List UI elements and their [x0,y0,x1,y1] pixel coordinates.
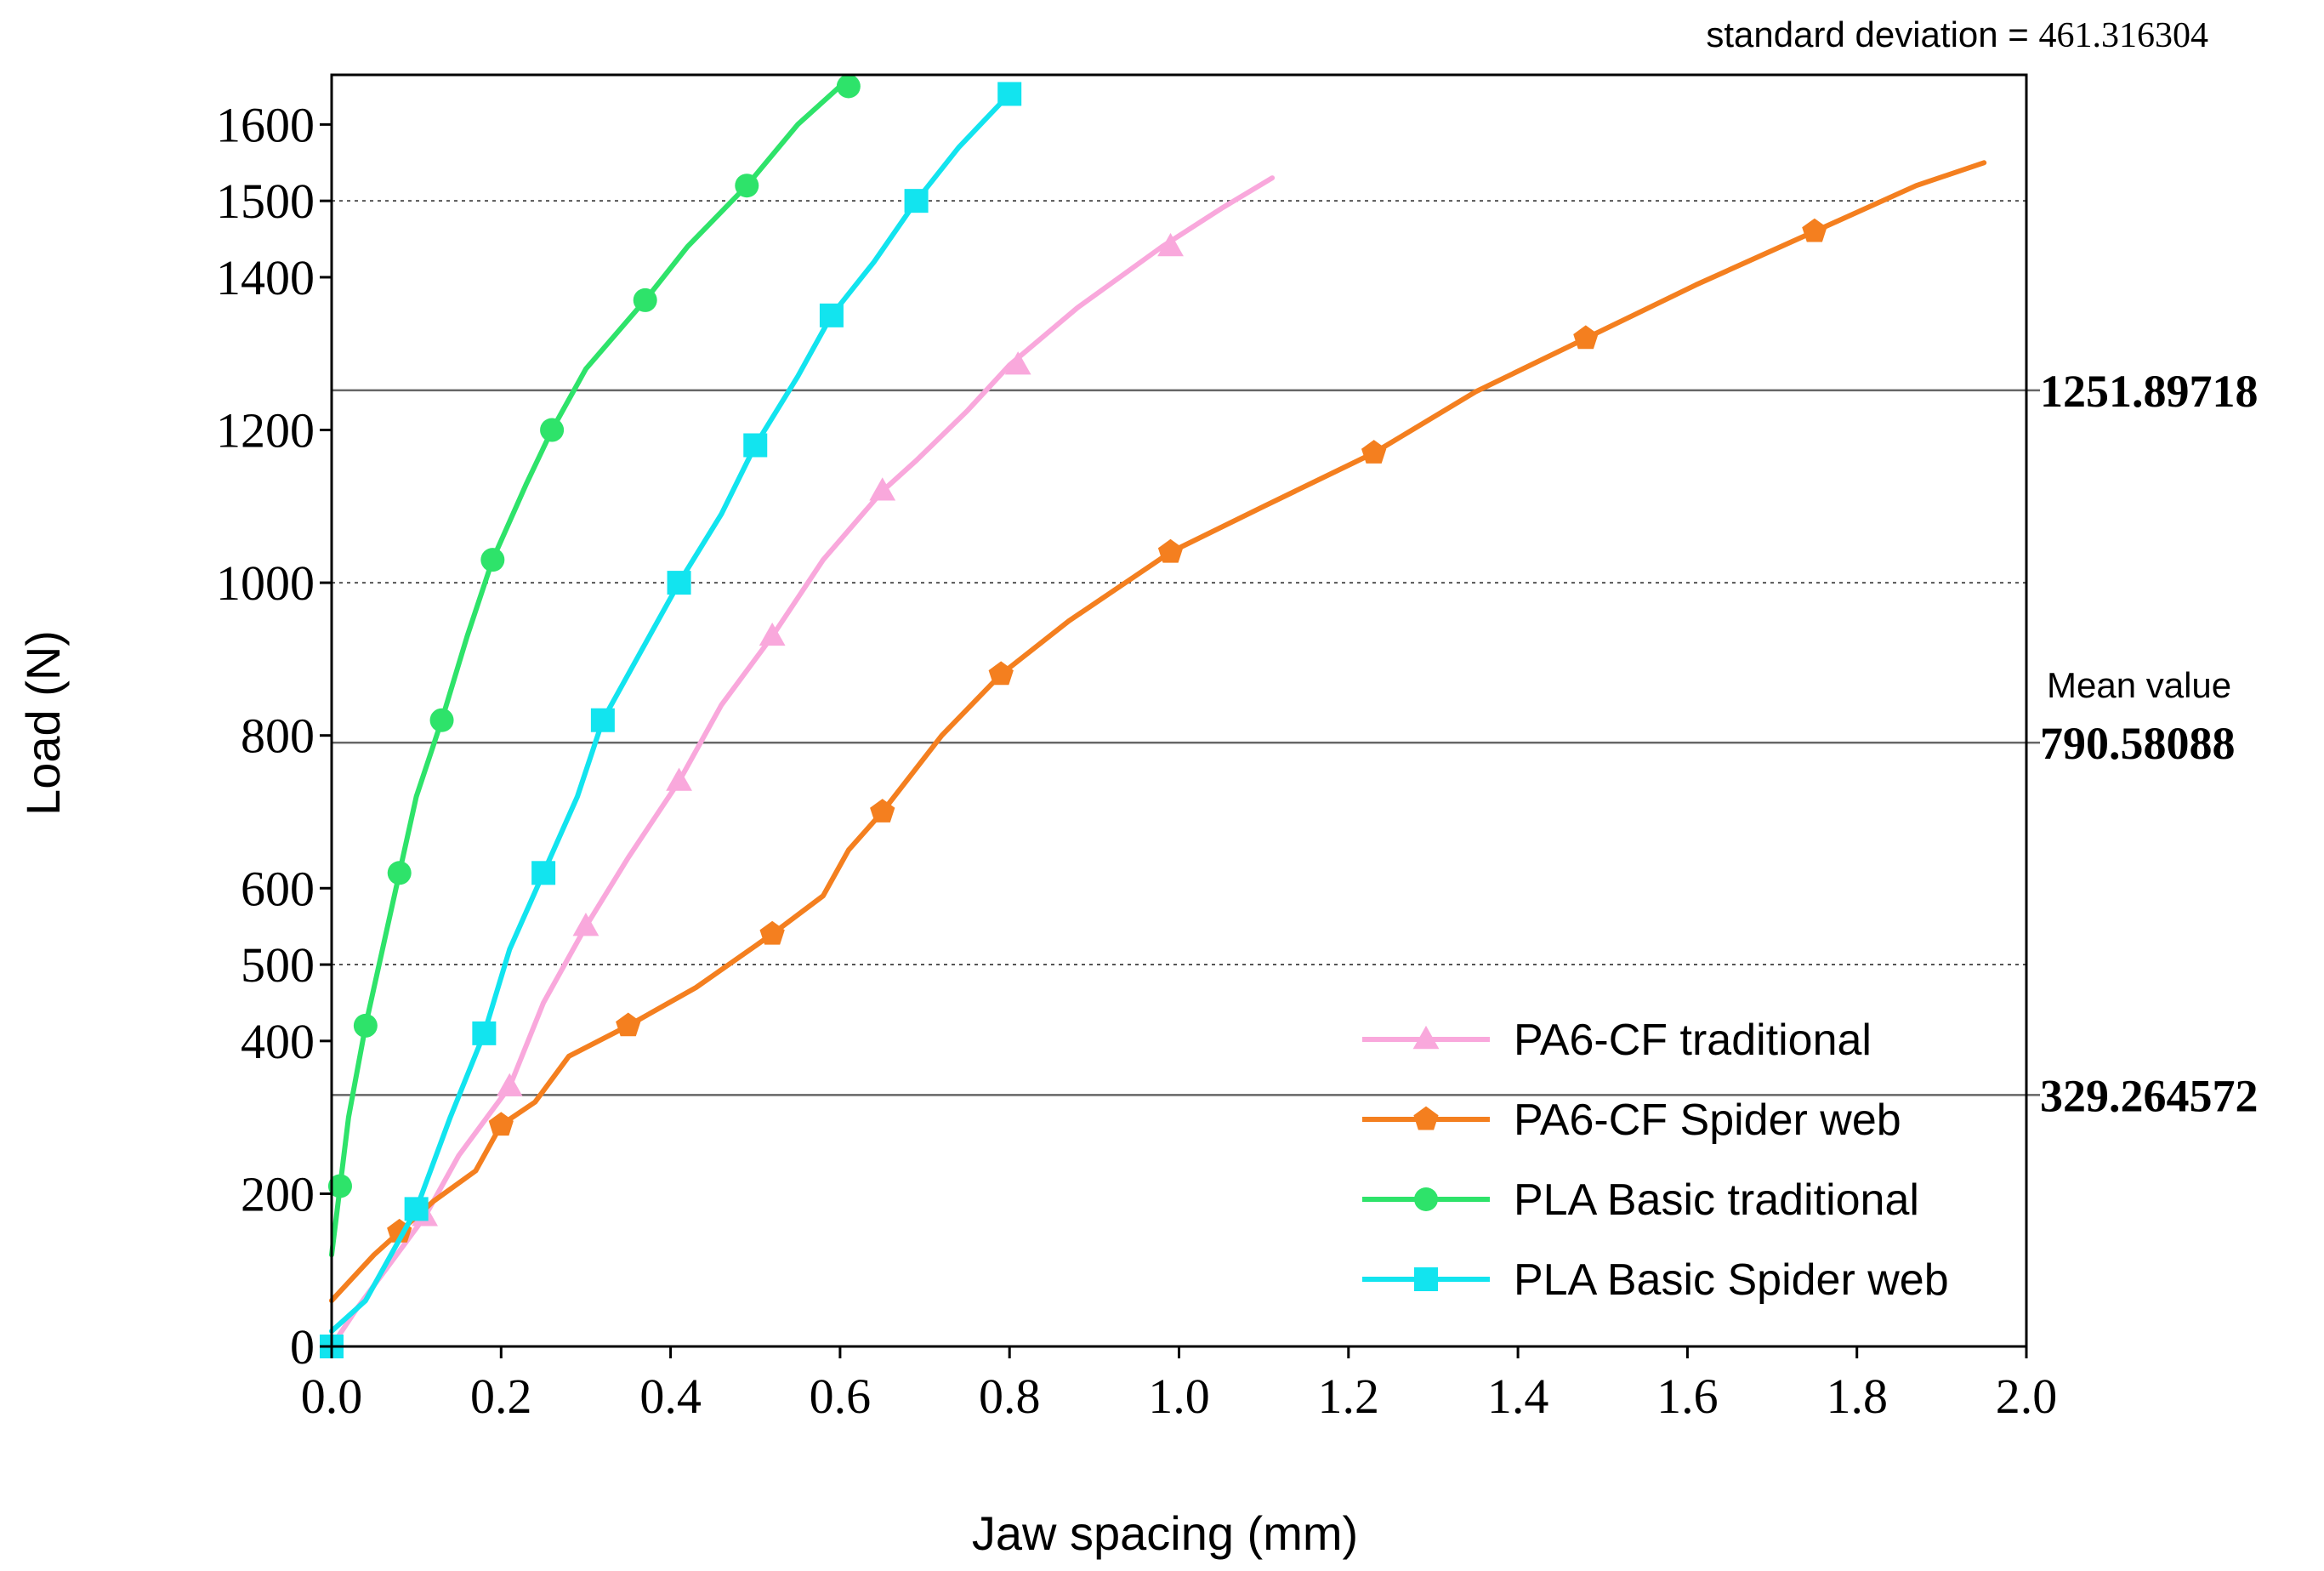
std-deviation-annotation: standard deviation = 461.316304 [1706,14,2208,55]
series-line [329,175,1276,1349]
data-point-marker [869,477,896,501]
x-tick-label: 1.0 [1148,1369,1210,1424]
series-pa6-cf-traditional [329,175,1276,1349]
data-point-marker [472,1021,497,1045]
plot-frame [330,73,2028,1348]
data-point-marker [387,861,412,885]
data-point-marker [1361,440,1387,464]
series-line [329,91,1013,1334]
data-point-marker [480,548,505,572]
x-tick-label: 1.4 [1487,1369,1549,1424]
data-point-marker [1157,538,1184,563]
data-point-marker [759,622,786,646]
data-point-marker [997,82,1022,106]
reference-value-label: 1251.89718 [2040,366,2259,417]
y-tick-label: 400 [241,1014,315,1069]
legend-item-pa6-cf-traditional: PA6-CF traditional [1362,1016,1872,1065]
data-point-marker [572,913,599,936]
y-tick-label: 1600 [216,97,315,152]
data-point-marker [404,1197,429,1221]
data-point-marker [353,1013,378,1038]
y-axis-title: Load (N) [16,630,70,816]
x-axis-title: Jaw spacing (mm) [972,1506,1358,1560]
legend-swatch-marker [1414,1267,1438,1291]
legend-item-pla-basic-traditional: PLA Basic traditional [1362,1175,1919,1225]
x-tick-label: 1.6 [1656,1369,1719,1424]
series-layer [320,74,1987,1358]
data-point-marker [531,861,556,885]
y-tick-label: 1400 [216,250,315,305]
series-line [329,83,843,1258]
data-point-marker [327,1174,352,1198]
std-deviation-value: 461.316304 [2039,16,2209,55]
series-pa6-cf-spider-web [329,160,1987,1304]
y-tick-label: 800 [241,709,315,764]
std-deviation-label: standard deviation = [1706,14,2038,54]
data-point-marker [1573,325,1599,350]
data-point-marker [1157,232,1184,257]
x-tick-label: 0.2 [470,1369,532,1424]
axis-ticks: 0 200 400 500 600 800 1000 1200 1400 1500 1600 0.0 0… [216,97,2057,1424]
x-tick-label: 1.2 [1318,1369,1380,1424]
legend-label: PLA Basic traditional [1514,1175,1919,1225]
data-point-marker [488,1112,514,1136]
grid-layer [332,200,2026,966]
legend-item-pa6-cf-spider-web: PA6-CF Spider web [1362,1096,1901,1145]
y-tick-label: 0 [290,1319,315,1375]
x-tick-label: 0.8 [979,1369,1041,1424]
y-tick-label: 500 [241,937,315,993]
legend-swatch-marker [1414,1187,1438,1211]
data-point-marker [633,287,657,312]
x-tick-label: 0.4 [639,1369,702,1424]
legend: PA6-CF traditional PA6-CF Spider web PLA B… [1362,1016,1949,1305]
x-tick-label: 1.8 [1826,1369,1888,1424]
reference-value-label: 790.58088 [2040,718,2236,769]
y-tick-label: 1500 [216,174,315,229]
x-tick-label: 0.0 [301,1369,363,1424]
y-tick-label: 600 [241,861,315,916]
series-pla-basic-spider-web [320,82,1022,1358]
data-point-marker [590,708,615,732]
data-point-marker [735,174,759,198]
legend-swatch-marker [1412,1025,1440,1050]
y-tick-label: 200 [241,1166,315,1221]
data-point-marker [836,74,861,99]
data-point-marker [904,189,929,213]
data-point-marker [759,920,785,945]
legend-label: PA6-CF traditional [1514,1016,1872,1065]
reference-lines: 1251.89718 790.58088 Mean value 329.264572 [332,366,2259,1121]
data-point-marker [988,661,1014,686]
reference-value-label: 329.264572 [2040,1070,2259,1121]
legend-label: PA6-CF Spider web [1514,1096,1901,1145]
series-line [329,160,1987,1304]
data-point-marker [819,303,844,327]
series-pla-basic-traditional [327,74,861,1258]
data-point-marker [429,708,454,732]
data-point-marker [1004,351,1031,375]
data-point-marker [667,571,691,595]
x-tick-label: 2.0 [1996,1369,2058,1424]
data-point-marker [1802,218,1827,242]
data-point-marker [666,767,692,791]
legend-label: PLA Basic Spider web [1514,1255,1949,1305]
data-point-marker [496,1073,523,1096]
data-point-marker [616,1012,641,1037]
y-tick-label: 1000 [216,555,315,611]
reference-note-label: Mean value [2047,665,2231,705]
x-tick-label: 0.6 [810,1369,872,1424]
data-point-marker [743,433,768,458]
data-point-marker [540,418,565,442]
data-point-marker [870,799,895,822]
legend-item-pla-basic-spider-web: PLA Basic Spider web [1362,1255,1949,1305]
legend-swatch-marker [1413,1106,1439,1130]
y-tick-label: 1200 [216,403,315,458]
